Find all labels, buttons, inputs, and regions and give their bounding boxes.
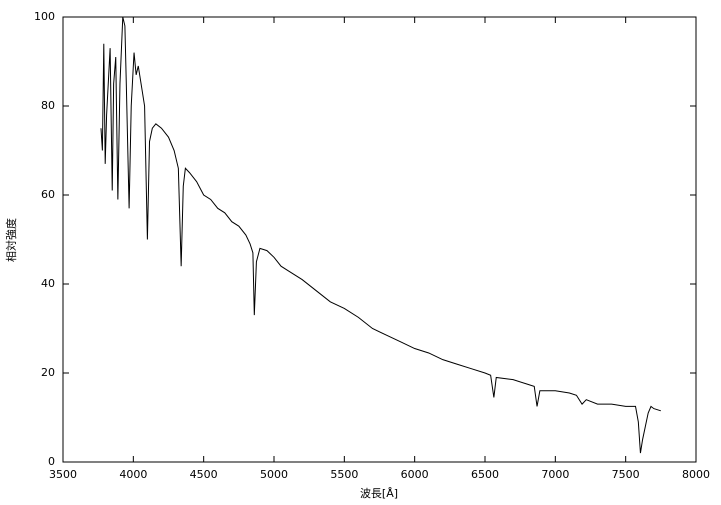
y-tick-label: 0 xyxy=(48,455,55,468)
x-tick-label: 4000 xyxy=(119,468,147,481)
x-tick-label: 7000 xyxy=(541,468,569,481)
y-tick-label: 20 xyxy=(41,366,55,379)
y-tick-label: 80 xyxy=(41,99,55,112)
y-tick-label: 60 xyxy=(41,188,55,201)
y-tick-label: 40 xyxy=(41,277,55,290)
y-axis-label: 相対強度 xyxy=(4,218,18,262)
x-tick-label: 4500 xyxy=(190,468,218,481)
x-axis-label: 波長[Å] xyxy=(360,487,398,500)
y-tick-label: 100 xyxy=(34,10,55,23)
x-tick-label: 6000 xyxy=(401,468,429,481)
plot-frame xyxy=(62,16,697,463)
x-tick-label: 5500 xyxy=(330,468,358,481)
x-tick-label: 5000 xyxy=(260,468,288,481)
x-tick-label: 7500 xyxy=(612,468,640,481)
x-tick-label: 8000 xyxy=(682,468,710,481)
x-tick-label: 6500 xyxy=(471,468,499,481)
spectrum-line xyxy=(100,16,661,454)
x-tick-label: 3500 xyxy=(49,468,77,481)
